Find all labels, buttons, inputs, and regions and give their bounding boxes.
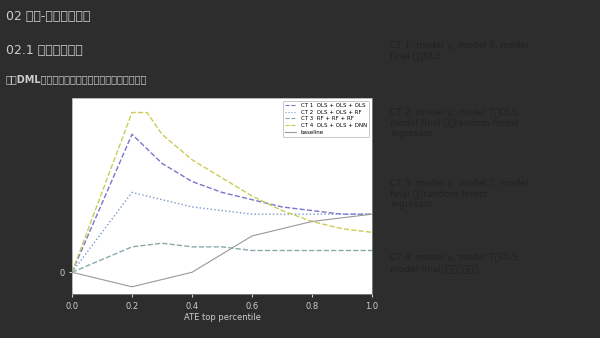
Text: CT 3: model y, model T, model
final 都是random forest
regressor: CT 3: model y, model T, model final 都是ra… [390, 179, 529, 209]
Text: 基于DML框架的双重神经网络和其他模型的比较：: 基于DML框架的双重神经网络和其他模型的比较： [6, 74, 148, 84]
Text: 02 难点-应用中的问题: 02 难点-应用中的问题 [6, 10, 91, 23]
Text: CT 1: model y, model T, model
final 都是OLS: CT 1: model y, model T, model final 都是OL… [390, 41, 529, 60]
Text: CT 4: model y, model T是OLS,
model final是双重神经网络: CT 4: model y, model T是OLS, model final是… [390, 254, 520, 273]
Text: 02.1 双重神经网络: 02.1 双重神经网络 [6, 44, 83, 57]
Legend: CT 1  OLS + OLS + OLS, CT 2  OLS + OLS + RF, CT 3  RF + RF + RF, CT 4  OLS + OLS: CT 1 OLS + OLS + OLS, CT 2 OLS + OLS + R… [283, 101, 369, 137]
Text: CT 2: model y, model T是OLS,
model final 都是random forest
regressor: CT 2: model y, model T是OLS, model final … [390, 108, 520, 138]
X-axis label: ATE top percentile: ATE top percentile [184, 313, 260, 322]
